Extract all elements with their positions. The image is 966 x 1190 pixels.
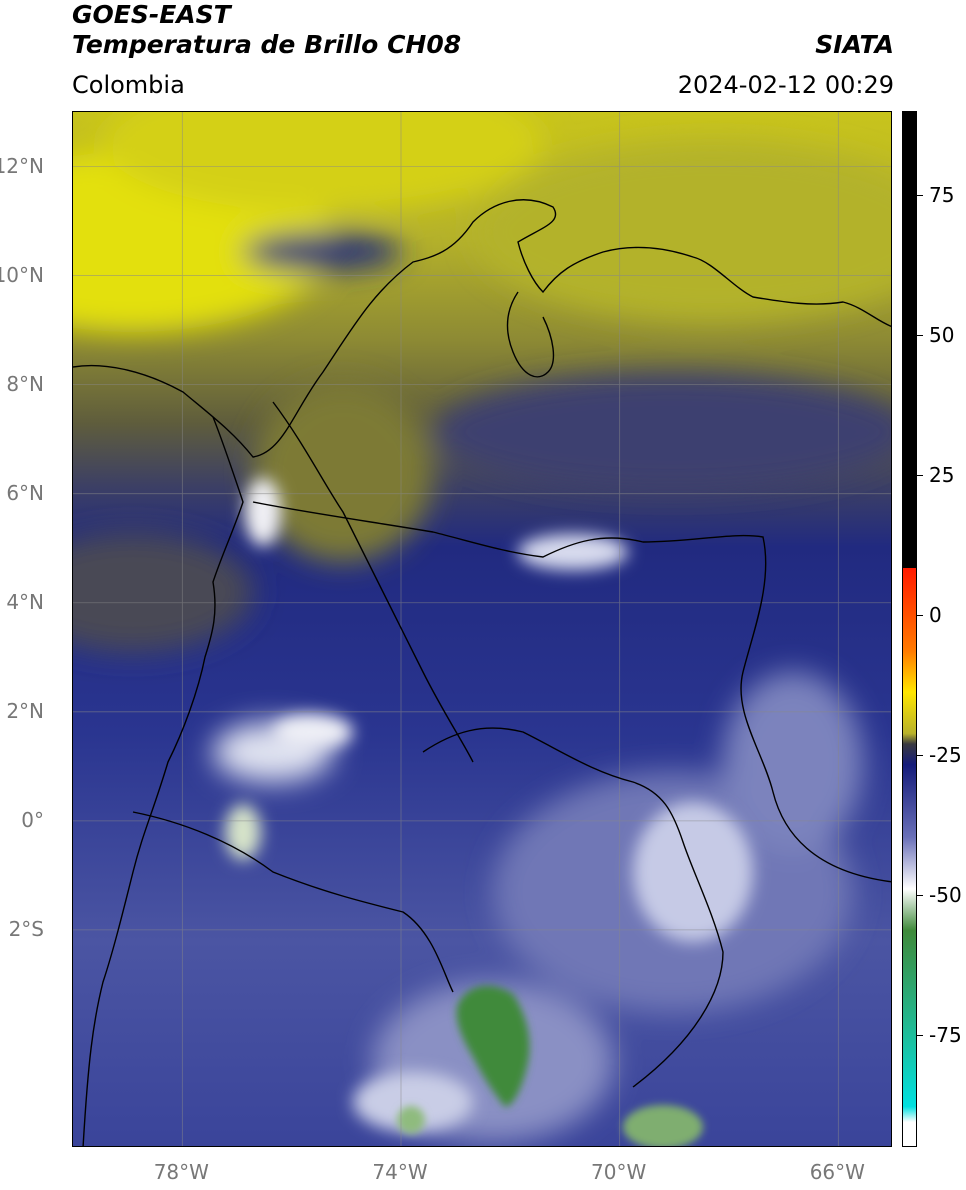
colorbar-tick-mark — [917, 475, 923, 476]
colorbar-tick-label: -25 — [929, 743, 962, 767]
organization-label: SIATA — [815, 30, 894, 59]
lat-tick-label: 12°N — [0, 153, 44, 178]
colorbar-tick-mark — [917, 335, 923, 336]
lat-tick-label: 2°S — [8, 916, 44, 941]
colorbar-tick-label: 50 — [929, 323, 955, 347]
colorbar-tick-mark — [917, 615, 923, 616]
region-label: Colombia — [72, 71, 185, 99]
datetime-label: 2024-02-12 00:29 — [677, 71, 894, 99]
lat-tick-label: 4°N — [6, 589, 44, 614]
lat-tick-label: 10°N — [0, 262, 44, 287]
lat-tick-label: 8°N — [6, 371, 44, 396]
lat-tick-label: 6°N — [6, 480, 44, 505]
colorbar-tick-label: -75 — [929, 1023, 962, 1047]
coastlines-and-borders — [73, 199, 891, 1146]
map-canvas — [73, 112, 891, 1146]
lon-tick-label: 66°W — [809, 1160, 865, 1184]
graticule — [73, 112, 891, 1146]
satellite-map[interactable] — [72, 111, 892, 1147]
colorbar-tick-mark — [917, 895, 923, 896]
satellite-title: GOES-EAST — [72, 0, 231, 29]
colorbar-tick-mark — [917, 1035, 923, 1036]
colorbar-tick-mark — [917, 755, 923, 756]
lon-tick-label: 74°W — [372, 1160, 428, 1184]
lon-tick-label: 78°W — [153, 1160, 209, 1184]
colorbar-tick-label: -50 — [929, 883, 962, 907]
product-title: Temperatura de Brillo CH08 — [72, 30, 462, 59]
lat-tick-label: 0° — [21, 807, 44, 832]
lon-tick-label: 70°W — [591, 1160, 647, 1184]
lat-tick-label: 2°N — [6, 698, 44, 723]
colorbar-tick-label: 0 — [929, 603, 942, 627]
colorbar-tick-label: 75 — [929, 183, 955, 207]
colorbar — [902, 111, 917, 1147]
colorbar-tick-label: 25 — [929, 463, 955, 487]
colorbar-tick-mark — [917, 195, 923, 196]
